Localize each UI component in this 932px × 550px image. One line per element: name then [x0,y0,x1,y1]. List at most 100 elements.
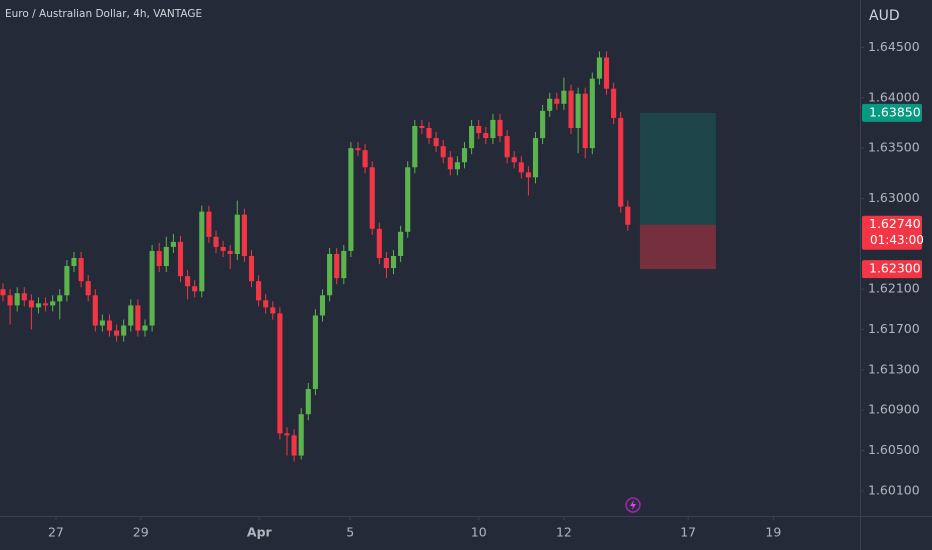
candle-body [603,57,610,89]
candle-body [476,125,482,134]
target-price-box [862,103,922,122]
candle-body [611,88,617,118]
candle-body [57,295,63,302]
x-tick-label: 5 [346,525,354,540]
y-tick-label: 1.62100 [868,281,920,296]
candle-body [625,206,631,225]
candle-body [213,236,219,247]
candle-body [64,266,70,296]
candle-body [35,303,42,308]
candle-body [71,258,77,267]
candle-body [220,246,226,251]
candle-body [383,258,389,269]
candle-body [348,148,354,251]
candle-body [419,125,425,128]
candle-body [355,148,361,151]
profit-zone [639,112,716,225]
y-tick-label: 1.64000 [868,89,920,104]
y-tick-label: 1.64500 [868,39,920,54]
currency-label: AUD [869,8,900,24]
candle-body [490,119,496,139]
x-tick-label: 12 [556,525,572,540]
candle-body [7,295,13,306]
candle-body [426,127,432,139]
x-tick-label: Apr [247,525,273,540]
x-tick-label: 10 [471,525,487,540]
candle-body [582,93,588,149]
candles [0,51,631,462]
candle-body [319,295,326,316]
candle-body [50,301,56,306]
candle-body [398,231,404,256]
candle-body [156,250,162,267]
candle-body [369,167,375,229]
candle-body [461,148,468,163]
candle-body [575,93,581,128]
x-tick-label: 29 [133,525,149,540]
candle-body [99,320,105,326]
candle-body [206,211,212,237]
candle-body [199,211,205,292]
x-tick-label: 17 [680,525,696,540]
candle-body [28,300,34,308]
candle-body [85,281,91,296]
candle-body [149,250,155,326]
candle-body [227,250,233,254]
candle-body [21,293,27,301]
candle-body [128,305,134,326]
candle-body [483,133,489,139]
candle-body [341,250,347,279]
candle-body [248,255,255,282]
candle-body [241,214,247,256]
countdown-label: 01:43:00 [870,233,924,247]
candle-body [390,255,397,269]
candle-body [277,313,283,434]
candle-body [305,389,311,415]
y-tick-label: 1.60100 [868,482,920,497]
candle-body [256,281,262,301]
event-icon-bolt[interactable] [630,500,636,510]
candle-body [412,125,418,168]
candle-body [447,157,453,170]
candle-body [362,150,368,168]
candle-body [234,214,240,254]
candle-body [504,136,510,158]
loss-zone [639,224,716,270]
candle-body [540,110,546,139]
candle-body [43,303,49,306]
candle-body [270,307,276,314]
candle-body [92,295,98,326]
candle-body [532,138,539,178]
stop-price-box [862,260,922,279]
candle-body [14,293,20,306]
candle-body [327,253,333,296]
candle-body [170,241,176,247]
candle-body [106,320,113,331]
candle-body [284,433,290,436]
symbol-title: Euro / Australian Dollar, 4h, VANTAGE [5,8,202,20]
candle-body [177,241,184,277]
y-tick-label: 1.60500 [868,442,920,457]
candle-body [554,98,560,104]
event-icon[interactable] [625,497,641,513]
x-tick-label: 19 [765,525,781,540]
candle-body [561,90,567,104]
candle-body [135,305,141,331]
candle-body [291,435,297,456]
candle-body [454,162,460,170]
candle-body [518,162,524,173]
x-tick-label: 27 [48,525,64,540]
candle-body [525,172,531,178]
entry-price-box [862,215,922,250]
candle-body [312,315,318,390]
candle-body [405,167,411,232]
y-tick-label: 1.63000 [868,190,920,205]
y-tick-label: 1.61300 [868,361,920,376]
candle-body [185,276,191,287]
candle-body [440,146,446,158]
candle-body [589,78,595,149]
candle-body [163,246,169,267]
candle-body [0,289,6,296]
candle-body [497,119,503,137]
